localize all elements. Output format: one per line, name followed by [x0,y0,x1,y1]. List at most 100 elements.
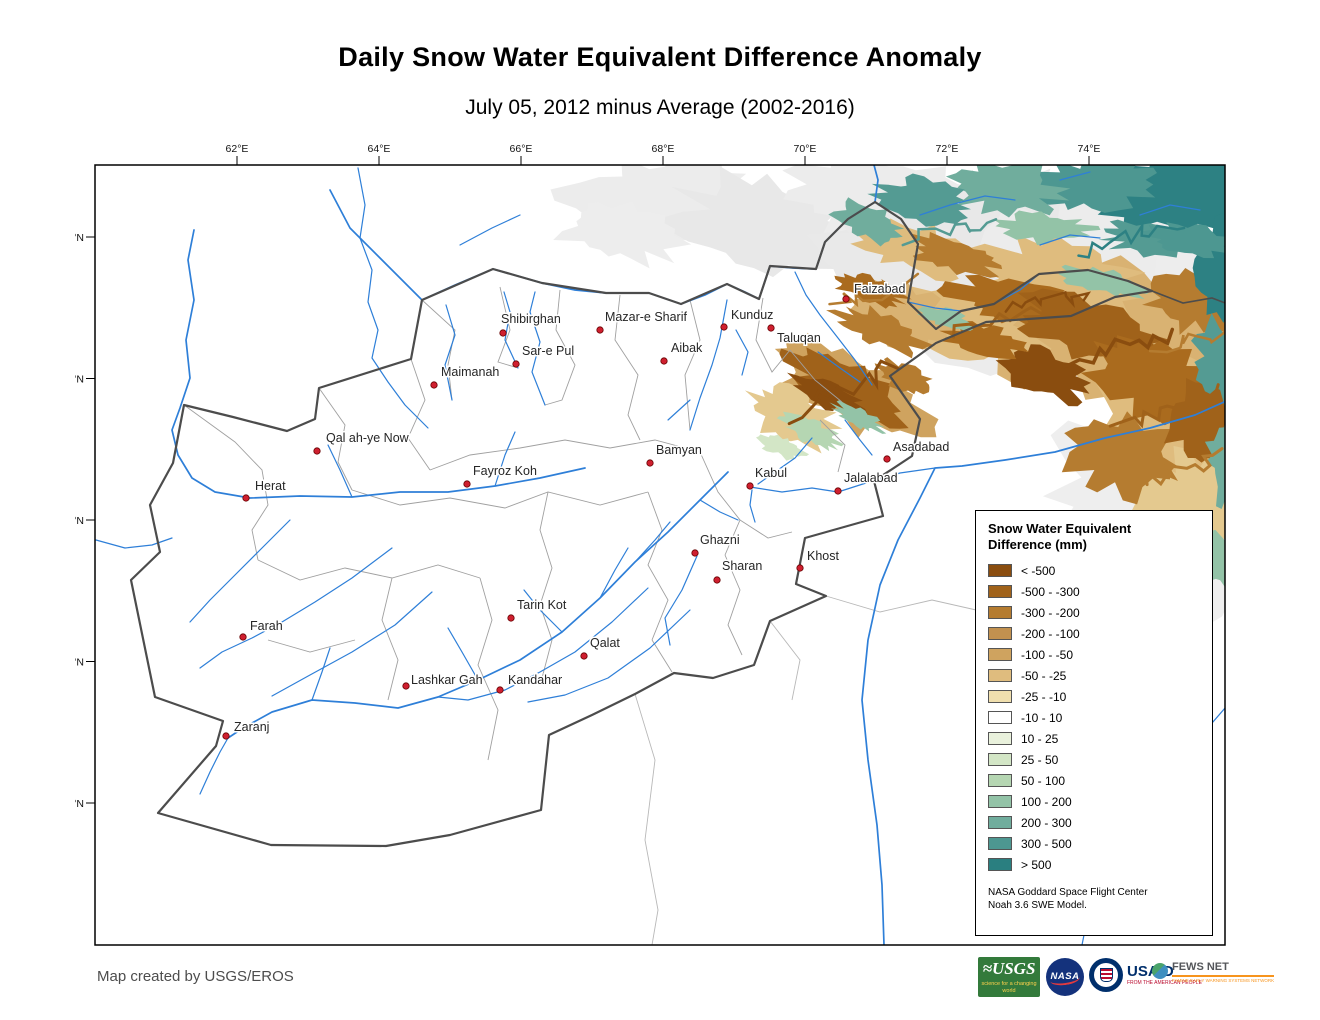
terrain-patch [867,173,971,227]
terrain-patch [834,272,912,309]
river-path [1059,171,1091,181]
city-label-asadabad: Asadabad [893,440,949,454]
terrain-patch [911,231,1003,278]
afghanistan-border [129,200,1154,848]
city-label-taluqan: Taluqan [777,331,821,345]
lat-label: 30°N [75,798,84,810]
city-label-tarin-kot: Tarin Kot [517,598,567,612]
map-credit: Map created by USGS/EROS [97,968,294,985]
river-path [794,271,873,386]
province-boundary [544,289,576,406]
legend-entry-label: -50 - -25 [1021,668,1067,683]
province-boundary [699,451,741,556]
usgs-tagline: science for a changing world [981,981,1037,994]
legend-entry-label: 300 - 500 [1021,836,1072,851]
legend-entry-label: > 500 [1021,857,1052,872]
river-path [735,329,749,376]
city-marker-qalat [580,652,588,660]
legend-swatch [988,690,1012,703]
city-marker-farah [239,633,247,641]
city-label-aibak: Aibak [671,341,703,355]
province-boundary [739,519,793,539]
terrain-ridge [1062,327,1175,369]
city-marker-lashkar-gah [402,682,410,690]
legend-entry: 10 - 25 [988,728,1200,749]
river-path [311,647,331,701]
legend-entry: < -500 [988,560,1200,581]
river-path [199,737,229,795]
terrain-patch [874,357,933,395]
terrain-ridge [1144,447,1224,487]
legend-title: Snow Water Equivalent Difference (mm) [988,521,1200,553]
legend-entry: 200 - 300 [988,812,1200,833]
foreign-boundary [634,693,659,945]
terrain-ridge [787,359,900,426]
city-marker-taluqan [767,324,775,332]
terrain-patch [1140,222,1225,259]
legend-entry-label: 10 - 25 [1021,731,1059,746]
river-path [227,471,729,739]
terrain-ridge [1077,220,1186,259]
logo-strip: ≈USGS science for a changing world NASA … [0,955,1320,1001]
river-path [189,519,291,623]
province-boundary [539,491,553,679]
legend-swatch [988,753,1012,766]
terrain-patch [939,321,1029,360]
legend-entry-label: -100 - -50 [1021,647,1074,662]
map-frame-border [94,164,1226,946]
legend-title-line1: Snow Water Equivalent [988,521,1132,536]
terrain-patch [829,400,887,434]
terrain-patch [756,434,810,461]
city-marker-herat [242,494,250,502]
legend-swatch [988,627,1012,640]
axis-ticks [86,156,1090,804]
river-path [437,587,649,701]
province-boundary [497,286,519,369]
fewsnet-wordmark: FEWS NET [1172,961,1229,973]
river-path [95,537,173,549]
legend-swatch [988,774,1012,787]
river-path [861,400,1225,945]
city-label-kandahar: Kandahar [508,673,562,687]
river-path [634,521,671,563]
river-path [357,167,429,429]
city-label-herat: Herat [255,479,286,493]
province-boundary [647,491,669,641]
city-label-mazar-e-sharif: Mazar-e Sharif [605,310,687,324]
legend-entry: 50 - 100 [988,770,1200,791]
legend-swatch [988,564,1012,577]
legend-swatch [988,585,1012,598]
city-label-ghazni: Ghazni [700,533,740,547]
terrain-patch [1071,165,1225,234]
city-marker-bamyan [646,459,654,467]
lon-label: 62°E [226,143,249,155]
city-label-zaranj: Zaranj [234,720,269,734]
city-label-farah: Farah [250,619,283,633]
legend-entry-label: 50 - 100 [1021,773,1066,788]
city-label-jalalabad: Jalalabad [844,471,898,485]
legend-entry: -300 - -200 [988,602,1200,623]
country-border-layer [129,200,1225,848]
city-marker-zaranj [222,732,230,740]
terrain-ridge [1108,383,1220,429]
river-path [1039,234,1101,246]
city-label-bamyan: Bamyan [656,443,702,457]
legend-swatch [988,837,1012,850]
river-path [523,589,563,633]
nasa-wordmark: NASA [1050,971,1080,982]
lon-label: 68°E [652,143,675,155]
legend-entry-label: -10 - 10 [1021,710,1063,725]
terrain-patch [995,344,1091,407]
city-marker-ghazni [691,549,699,557]
terrain-patch [553,201,692,269]
province-boundary [183,404,269,561]
river-path [271,591,433,697]
city-marker-asadabad [883,455,891,463]
nasa-logo-icon: NASA [1046,958,1084,996]
legend-entry-label: -300 - -200 [1021,605,1080,620]
city-label-sar-e-pul: Sar-e Pul [522,344,574,358]
legend-swatch [988,816,1012,829]
city-marker-maimanah [430,381,438,389]
legend-entry: -100 - -50 [988,644,1200,665]
